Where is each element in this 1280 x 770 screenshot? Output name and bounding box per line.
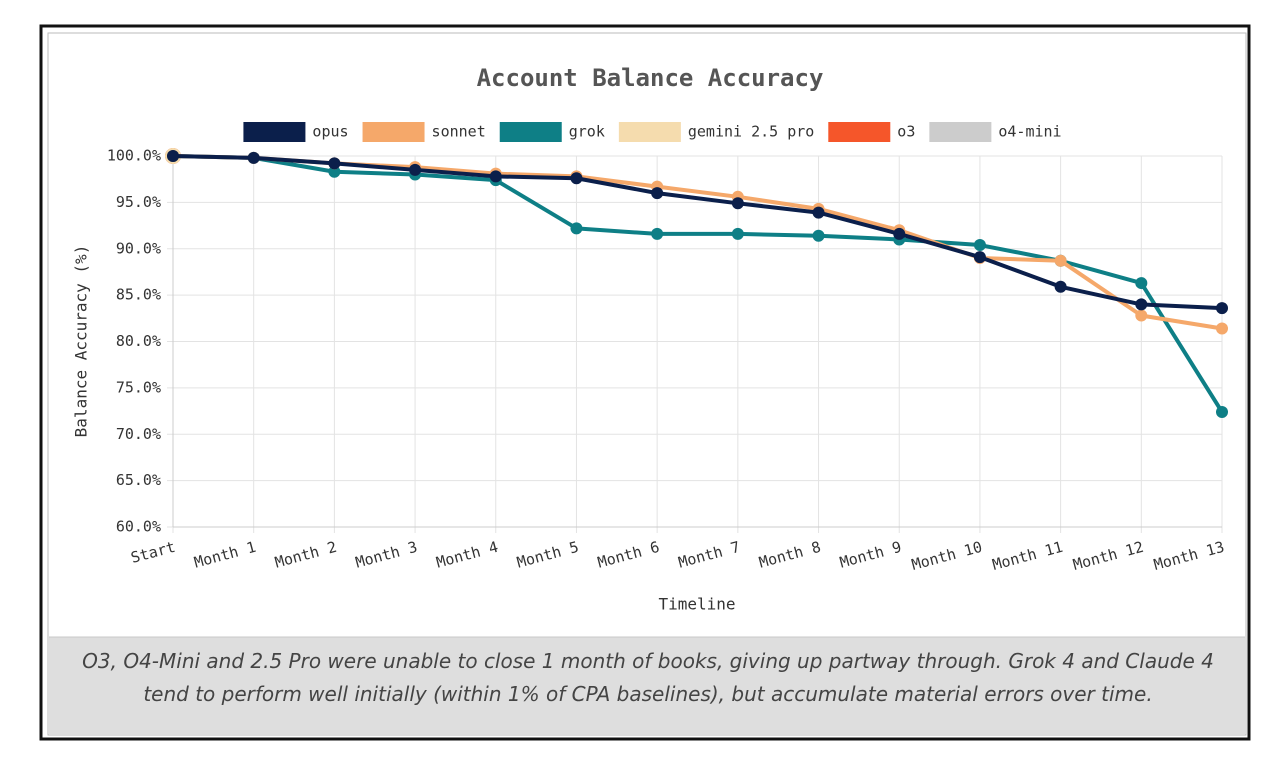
point (893, 227, 906, 240)
y-tick-label: 75.0% (116, 378, 161, 396)
legend-label: grok (569, 123, 605, 141)
caption: O3, O4-Mini and 2.5 Pro were unable to c… (82, 649, 1214, 706)
y-tick-label: 65.0% (116, 471, 161, 489)
point (570, 172, 583, 185)
point (812, 206, 825, 219)
point (1216, 322, 1228, 335)
legend-swatch (499, 122, 562, 142)
legend-label: gemini 2.5 pro (688, 123, 814, 141)
point (651, 227, 664, 240)
point (570, 222, 583, 235)
y-tick-label: 95.0% (116, 193, 161, 211)
y-tick-label: 70.0% (116, 425, 161, 443)
point (1216, 405, 1228, 418)
point (489, 170, 502, 183)
y-tick-label: 60.0% (116, 518, 161, 536)
legend-label: o3 (897, 123, 915, 141)
point (328, 157, 341, 170)
legend-label: opus (312, 123, 348, 141)
caption-wrap: O3, O4-Mini and 2.5 Pro were unable to c… (82, 649, 1214, 706)
y-axis-title: Balance Accuracy (%) (72, 245, 91, 438)
point (973, 251, 986, 264)
y-tick-label: 90.0% (116, 239, 161, 257)
point (731, 197, 744, 210)
legend-swatch (618, 122, 681, 142)
line (172, 154, 1224, 414)
chart-title: Account Balance Accuracy (477, 64, 824, 92)
legend-swatch (362, 122, 425, 142)
legend-label: o4-mini (998, 123, 1061, 141)
point (1135, 309, 1148, 322)
point (651, 187, 664, 200)
point (409, 163, 422, 176)
series (167, 150, 1228, 315)
y-tick-label: 80.0% (116, 332, 161, 350)
point (812, 229, 825, 242)
inner-frame (47, 32, 1247, 736)
point (1054, 254, 1067, 267)
y-tick-label: 100.0% (107, 147, 161, 165)
line (172, 154, 1223, 311)
y-tick-label: 85.0% (116, 286, 161, 304)
point (1135, 298, 1148, 311)
caption-box (49, 637, 1245, 734)
point (167, 150, 179, 162)
point (973, 239, 986, 252)
legend-swatch (828, 122, 891, 142)
x-axis-title: Timeline (658, 595, 735, 614)
legend-swatch (243, 122, 306, 142)
point (1135, 277, 1148, 290)
legend: opus sonnet grok gemini 2.5 pro o3 o4-mini (243, 122, 1062, 142)
point (328, 165, 341, 178)
point (731, 227, 744, 240)
legend-swatch (929, 122, 992, 142)
point (247, 151, 260, 164)
legend-label: sonnet (432, 123, 486, 141)
point (1216, 302, 1228, 315)
point (1054, 280, 1067, 293)
